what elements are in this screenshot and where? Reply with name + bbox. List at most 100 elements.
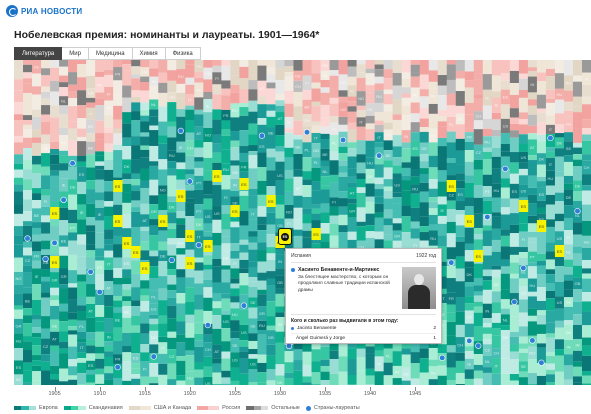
- nominee-cell[interactable]: [338, 165, 348, 173]
- nominee-cell[interactable]: [401, 97, 411, 106]
- nominee-cell[interactable]: [401, 180, 411, 191]
- nominee-cell[interactable]: [248, 307, 258, 319]
- nominee-cell[interactable]: [257, 206, 267, 217]
- nominee-cell[interactable]: [14, 114, 24, 121]
- nominee-cell[interactable]: [131, 120, 141, 137]
- highlighted-cell[interactable]: [266, 195, 276, 207]
- nominee-cell[interactable]: [446, 105, 457, 117]
- nominee-cell[interactable]: [365, 123, 375, 130]
- nominee-cell[interactable]: [383, 69, 393, 79]
- nominee-cell[interactable]: [257, 330, 267, 335]
- nominee-cell[interactable]: [266, 355, 276, 370]
- nominee-cell[interactable]: [293, 70, 303, 81]
- nominee-cell[interactable]: [122, 269, 132, 278]
- nominee-cell[interactable]: [266, 148, 276, 158]
- nominee-cell[interactable]: [437, 266, 448, 277]
- nominee-cell[interactable]: [86, 317, 96, 333]
- nominee-cell[interactable]: [581, 104, 591, 120]
- nominee-cell[interactable]: [482, 344, 493, 356]
- nominee-cell[interactable]: [482, 89, 493, 106]
- nominee-cell[interactable]: [320, 359, 330, 367]
- nominee-cell[interactable]: [140, 136, 150, 146]
- nominee-cell[interactable]: [464, 150, 475, 162]
- nominee-cell[interactable]: [113, 204, 123, 219]
- nominee-cell[interactable]: [266, 380, 276, 385]
- nominee-cell[interactable]: [203, 127, 213, 143]
- nominee-cell[interactable]: [131, 273, 141, 288]
- nominee-cell[interactable]: [113, 268, 123, 278]
- nominee-cell[interactable]: [41, 166, 51, 176]
- nominee-cell[interactable]: [68, 128, 78, 141]
- nominee-cell[interactable]: [311, 60, 321, 74]
- nominee-cell[interactable]: [401, 93, 411, 98]
- nominee-cell[interactable]: [491, 212, 502, 217]
- nominee-cell[interactable]: [581, 185, 591, 191]
- nominee-cell[interactable]: [113, 244, 123, 258]
- nominee-cell[interactable]: [50, 80, 60, 92]
- nominee-cell[interactable]: [347, 122, 357, 130]
- nominee-cell[interactable]: [365, 201, 375, 214]
- nominee-cell[interactable]: [194, 71, 204, 78]
- nominee-cell[interactable]: [140, 323, 150, 334]
- nominee-cell[interactable]: [14, 226, 24, 236]
- nominee-cell[interactable]: [293, 229, 303, 236]
- laureate-dot-icon[interactable]: [475, 342, 482, 349]
- nominee-cell[interactable]: [356, 110, 366, 118]
- nominee-cell[interactable]: [239, 273, 249, 286]
- nominee-cell[interactable]: [563, 75, 574, 91]
- nominee-cell[interactable]: [392, 165, 402, 174]
- nominee-cell[interactable]: [59, 75, 69, 83]
- nominee-cell[interactable]: [383, 348, 393, 363]
- nominee-cell[interactable]: [581, 278, 591, 293]
- nominee-cell[interactable]: [212, 94, 222, 110]
- nominee-cell[interactable]: [482, 151, 493, 160]
- nominee-cell[interactable]: [194, 270, 204, 284]
- nominee-cell[interactable]: [167, 121, 177, 127]
- nominee-cell[interactable]: [50, 305, 60, 320]
- nominee-cell[interactable]: [419, 154, 430, 162]
- nominee-cell[interactable]: [464, 141, 475, 151]
- nominee-cell[interactable]: [320, 133, 330, 140]
- nominee-cell[interactable]: [509, 273, 520, 279]
- nominee-cell[interactable]: [374, 196, 384, 204]
- nominee-cell[interactable]: [500, 80, 511, 90]
- nominee-cell[interactable]: [563, 60, 574, 76]
- nominee-cell[interactable]: [383, 104, 393, 112]
- nominee-cell[interactable]: [473, 144, 484, 160]
- nominee-cell[interactable]: [410, 228, 421, 239]
- nominee-cell[interactable]: [356, 240, 366, 253]
- laureate-dot-icon[interactable]: [51, 239, 58, 247]
- nominee-cell[interactable]: [473, 94, 484, 99]
- nominee-cell[interactable]: [392, 99, 402, 115]
- nominee-cell[interactable]: [275, 68, 285, 81]
- nominee-cell[interactable]: [68, 254, 78, 271]
- nominee-cell[interactable]: [311, 339, 321, 350]
- nominee-cell[interactable]: [41, 233, 51, 241]
- nominee-cell[interactable]: [392, 192, 402, 198]
- nominee-cell[interactable]: [509, 331, 520, 337]
- nominee-cell[interactable]: [221, 149, 231, 164]
- nominee-cell[interactable]: [329, 70, 339, 76]
- nominee-cell[interactable]: [203, 198, 213, 210]
- nominee-cell[interactable]: [545, 242, 556, 252]
- nominee-cell[interactable]: [230, 250, 240, 259]
- nominee-cell[interactable]: [437, 181, 448, 197]
- nominee-cell[interactable]: [248, 80, 258, 90]
- nominee-cell[interactable]: [194, 189, 204, 205]
- nominee-cell[interactable]: [302, 365, 312, 377]
- nominee-cell[interactable]: [581, 213, 591, 221]
- nominee-cell[interactable]: [104, 357, 114, 367]
- nominee-cell[interactable]: [14, 284, 24, 294]
- nominee-cell[interactable]: [464, 87, 475, 103]
- nominee-cell[interactable]: [455, 256, 466, 269]
- nominee-cell[interactable]: [518, 258, 529, 265]
- nominee-cell[interactable]: [68, 72, 78, 85]
- nominee-cell[interactable]: [185, 185, 195, 191]
- nominee-cell[interactable]: [527, 133, 538, 140]
- nominee-cell[interactable]: [122, 179, 132, 184]
- nominee-cell[interactable]: [158, 363, 168, 375]
- nominee-cell[interactable]: [248, 242, 258, 250]
- nominee-cell[interactable]: [212, 372, 222, 385]
- nominee-cell[interactable]: [338, 74, 348, 91]
- nominee-cell[interactable]: [230, 165, 240, 179]
